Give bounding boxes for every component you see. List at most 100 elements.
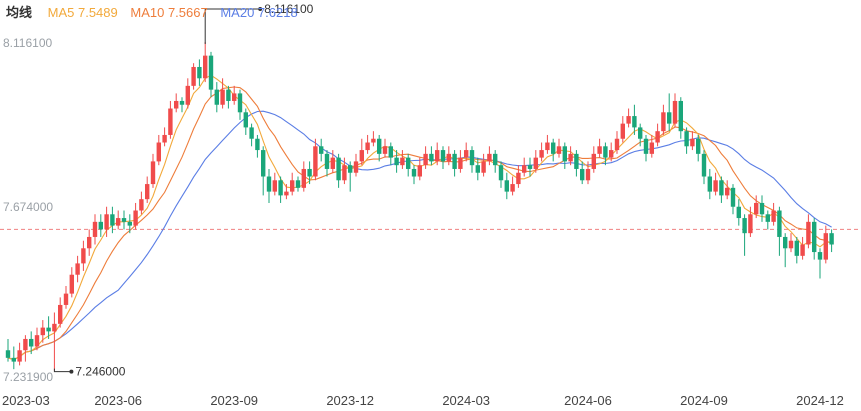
candle-body <box>208 55 214 90</box>
candle-body <box>667 112 672 124</box>
candle-body <box>539 150 544 158</box>
annotations: 8.116100 7.246000 <box>53 2 314 379</box>
candle-body <box>98 221 103 230</box>
candle-body <box>168 108 173 135</box>
candle-body <box>382 146 388 154</box>
candle <box>783 233 788 268</box>
candle <box>678 97 683 139</box>
candle <box>580 161 585 185</box>
candle-body <box>614 138 620 151</box>
candle-body <box>487 153 492 162</box>
candle-body <box>348 165 353 173</box>
candle <box>98 214 103 237</box>
candle <box>759 195 765 222</box>
candle <box>156 134 161 166</box>
candle-body <box>324 153 330 169</box>
candle <box>359 138 364 166</box>
candle <box>539 142 544 162</box>
candle-body <box>609 150 614 158</box>
candle-body <box>829 233 834 245</box>
candle-body <box>249 127 254 139</box>
min-annotation-label: 7.246000 <box>75 365 125 379</box>
candle-body <box>643 138 649 154</box>
candle <box>806 214 811 249</box>
candle <box>754 195 759 219</box>
candle <box>545 134 550 154</box>
candle <box>127 214 132 234</box>
candle-body <box>551 142 556 154</box>
candle <box>284 184 289 200</box>
candle-body <box>278 180 283 196</box>
candle <box>632 104 637 135</box>
candle <box>591 146 596 173</box>
candle <box>568 146 573 166</box>
candle <box>272 172 277 196</box>
candle-body <box>794 240 799 256</box>
candle-body <box>458 157 463 169</box>
candle-body <box>261 150 266 177</box>
candle-body <box>17 350 22 362</box>
candle <box>17 342 22 366</box>
x-tick-label: 2023-03 <box>2 393 50 408</box>
candle-body <box>742 218 747 234</box>
candle-body <box>110 214 115 226</box>
candle-body <box>620 123 625 139</box>
candle <box>452 150 457 177</box>
candle-body <box>133 210 138 226</box>
candle <box>812 218 817 260</box>
candle <box>817 248 823 279</box>
candle-body <box>214 89 219 105</box>
candle-body <box>313 146 318 177</box>
candle <box>493 150 498 173</box>
candle <box>301 161 306 192</box>
candle <box>713 172 718 196</box>
candle-body <box>446 153 451 162</box>
candle <box>261 146 266 196</box>
candle <box>684 127 689 154</box>
x-tick-label: 2024-03 <box>442 393 490 408</box>
candle-body <box>295 180 301 188</box>
candle-body <box>498 165 504 181</box>
candle <box>771 202 776 226</box>
candle <box>313 138 318 181</box>
x-tick-label: 2024-09 <box>680 393 728 408</box>
candle-body <box>574 153 579 169</box>
candle <box>429 146 434 166</box>
candle-body <box>63 293 69 305</box>
candle <box>81 240 86 271</box>
candle-body <box>545 142 550 151</box>
candle <box>400 150 405 169</box>
candle <box>411 165 417 185</box>
candle <box>63 286 69 309</box>
candle-body <box>243 112 248 128</box>
candle <box>585 161 591 185</box>
legend-ma5: MA5 7.5489 <box>47 5 118 20</box>
candle <box>829 229 834 253</box>
candle-body <box>29 338 34 347</box>
candle-body <box>353 161 359 173</box>
candle <box>110 206 115 234</box>
legend: 均线 MA5 7.5489 MA10 7.5667 MA20 7.6218 <box>6 2 307 21</box>
candle-body <box>232 93 237 101</box>
candle-body <box>527 165 533 169</box>
legend-ma20: MA20 7.6218 <box>220 5 298 20</box>
candle <box>788 233 794 253</box>
candle-body <box>272 180 277 192</box>
candle <box>319 138 324 162</box>
candle <box>440 146 446 169</box>
candle <box>69 267 74 298</box>
candle-body <box>713 180 718 192</box>
candle-body <box>678 100 683 132</box>
candle-body <box>226 89 231 101</box>
candle <box>348 161 353 192</box>
candle-body <box>435 150 440 162</box>
candle-body <box>301 168 306 188</box>
candle-body <box>638 127 643 139</box>
candle <box>336 153 341 188</box>
candle <box>46 316 51 339</box>
candle-body <box>237 93 243 113</box>
max-annotation-dot <box>258 7 263 11</box>
candle-body <box>75 263 80 275</box>
x-tick-label: 2023-06 <box>94 393 142 408</box>
candle-body <box>400 157 405 166</box>
